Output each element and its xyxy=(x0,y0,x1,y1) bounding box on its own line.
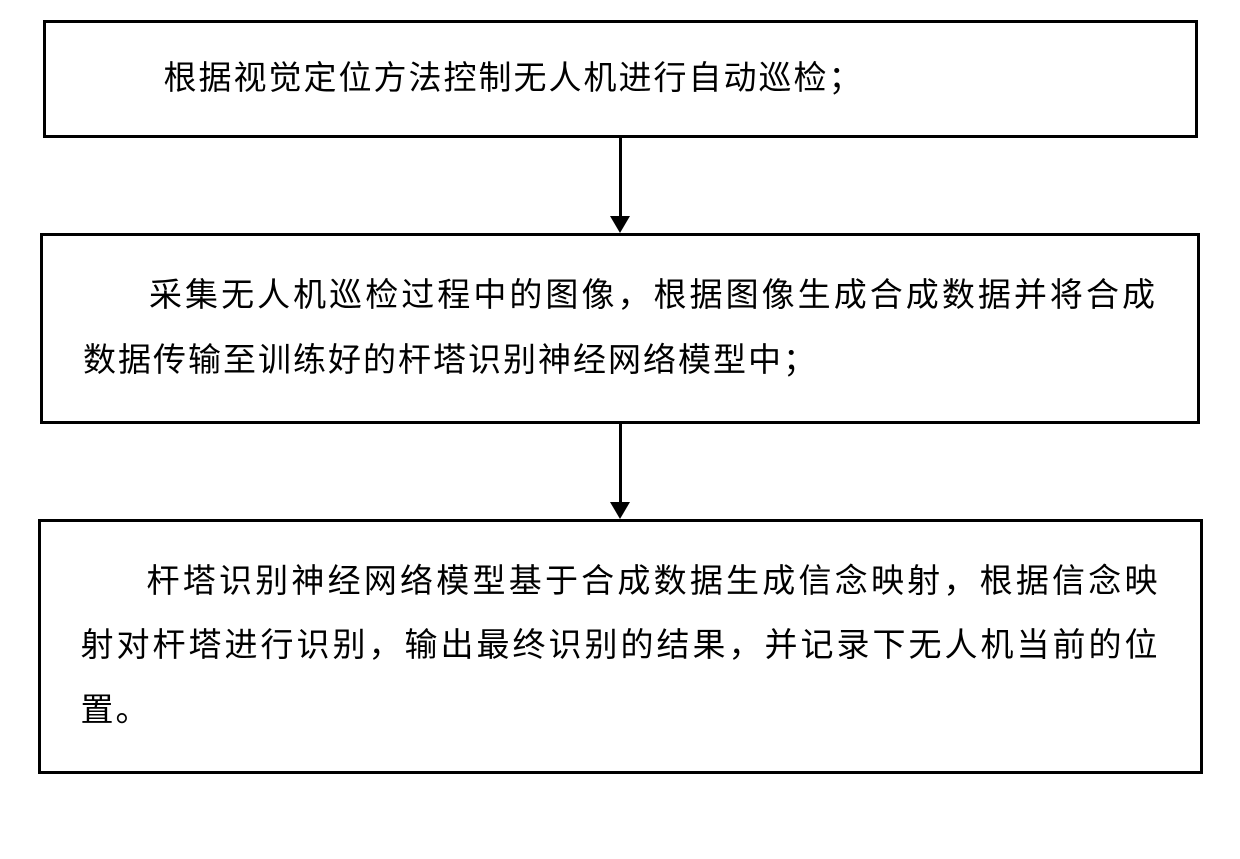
flowchart-container: 根据视觉定位方法控制无人机进行自动巡检； 采集无人机巡检过程中的图像，根据图像生… xyxy=(0,0,1240,774)
arrow-line-2 xyxy=(619,424,622,502)
step-2-text: 采集无人机巡检过程中的图像，根据图像生成合成数据并将合成数据传输至训练好的杆塔识… xyxy=(83,264,1157,393)
arrow-head-1 xyxy=(610,216,630,233)
arrow-line-1 xyxy=(619,138,622,216)
step-3-text: 杆塔识别神经网络模型基于合成数据生成信念映射，根据信念映射对杆塔进行识别，输出最… xyxy=(81,550,1160,743)
arrow-2 xyxy=(610,424,630,519)
flowchart-step-3: 杆塔识别神经网络模型基于合成数据生成信念映射，根据信念映射对杆塔进行识别，输出最… xyxy=(38,519,1203,774)
arrow-head-2 xyxy=(610,502,630,519)
flowchart-step-2: 采集无人机巡检过程中的图像，根据图像生成合成数据并将合成数据传输至训练好的杆塔识… xyxy=(40,233,1200,424)
step-1-text: 根据视觉定位方法控制无人机进行自动巡检； xyxy=(136,47,1145,111)
flowchart-step-1: 根据视觉定位方法控制无人机进行自动巡检； xyxy=(43,20,1198,138)
arrow-1 xyxy=(610,138,630,233)
